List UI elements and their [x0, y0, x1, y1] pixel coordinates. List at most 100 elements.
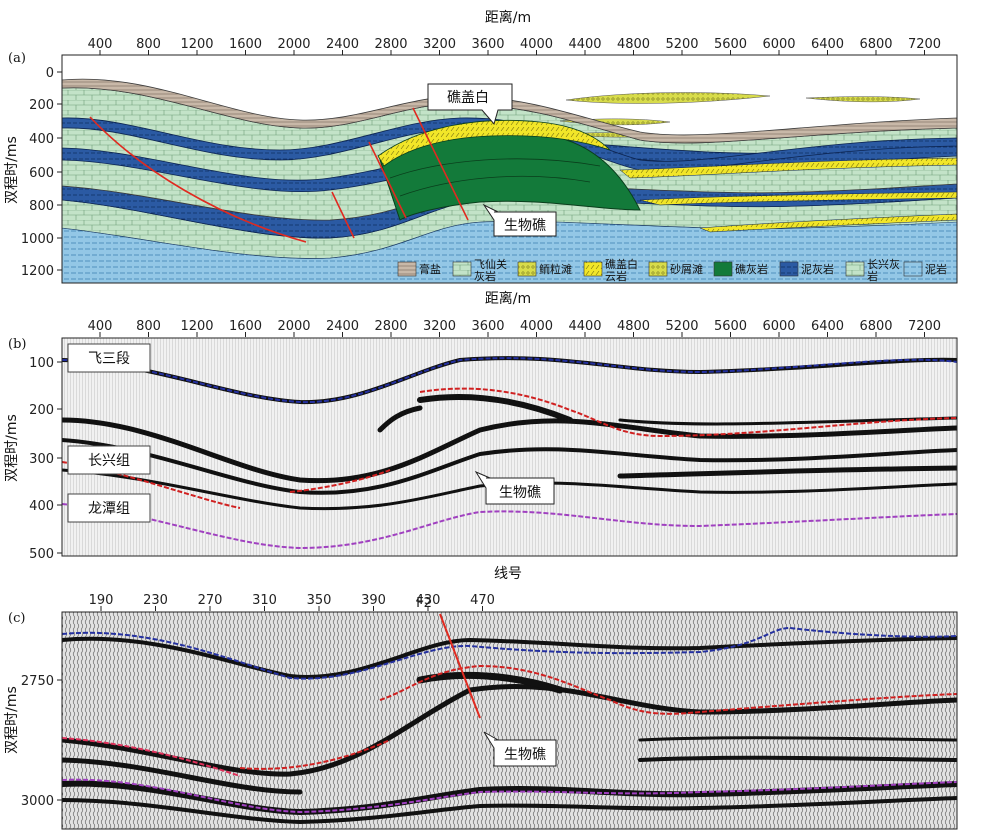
callout-bioherm-b: 生物礁	[474, 470, 555, 505]
panel-b-x-tick-label: 4400	[568, 319, 601, 334]
panel-b-x-tick-label: 6800	[859, 319, 892, 334]
panel-b-letter: (b)	[8, 337, 26, 352]
panel-c-x-tick-label: 470	[470, 593, 495, 608]
panel-b-x-tick-label: 7200	[908, 319, 941, 334]
legend-label-feixianguan: 飞仙关灰岩	[474, 257, 507, 283]
legend-swatch-mudstone	[903, 261, 923, 277]
panel-a-x-tick-label: 6400	[811, 37, 844, 52]
panel-b-y-tick-label: 500	[29, 547, 54, 562]
legend-swatch-reef	[713, 261, 733, 277]
panel-a-x-tick-label: 4400	[568, 37, 601, 52]
panel-c-frame	[61, 611, 958, 830]
legend-swatch-changxing	[845, 261, 865, 277]
panel-c: (c) 线号 双程时/ms 190 230 270 310 350 390 430 470 2…	[4, 566, 958, 830]
panel-b-top-axis-title: 距离/m	[485, 290, 531, 307]
callout-reef-cap-text: 礁盖白	[447, 90, 489, 106]
panel-b-x-tick-label: 2000	[277, 319, 310, 334]
panel-a-frame	[61, 54, 958, 284]
reef-inner-line	[399, 175, 591, 197]
panel-b-x-tick-label: 2800	[374, 319, 407, 334]
panel-b-x-tick-label: 6400	[811, 319, 844, 334]
panel-a-x-tick-label: 1200	[180, 37, 213, 52]
panel-a-x-tick-label: 2400	[326, 37, 359, 52]
callout-bioherm-a: 生物礁	[482, 203, 557, 237]
legend-label-sandbank: 砂屑滩	[670, 262, 703, 276]
panel-c-x-tick-label: 270	[198, 593, 223, 608]
panel-b-x-tick-label: 3600	[471, 319, 504, 334]
panel-a-x-tick-label: 2000	[277, 37, 310, 52]
callout-reef-cap: 礁盖白	[427, 83, 513, 126]
panel-a-y-ticks: 0 200 400 600 800 1000 1200	[21, 66, 62, 279]
panel-b-frame	[61, 337, 958, 557]
oolite-lens-2	[805, 96, 921, 103]
reef-cap-dolomite	[377, 119, 611, 167]
callout-bioherm-a-text: 生物礁	[504, 218, 546, 234]
legend-swatch-sandbank	[648, 261, 668, 277]
panel-b-y-ticks: 100 200 300 400 500	[29, 356, 62, 562]
panel-b-y-axis-title: 双程时/ms	[4, 414, 20, 482]
gypsum-top	[62, 78, 957, 144]
panel-a-x-tick-label: 3200	[423, 37, 456, 52]
panel-a-y-tick-label: 800	[29, 199, 54, 214]
reef-inner-line-2	[389, 158, 601, 179]
panel-a-y-tick-label: 1000	[21, 232, 54, 247]
panel-a-x-tick-label: 4000	[520, 37, 553, 52]
label-longtan: 龙潭组	[67, 493, 151, 523]
marl-band-top	[62, 117, 957, 172]
horizon-base-c	[62, 778, 957, 814]
fault-f2	[439, 613, 481, 719]
panel-a-x-tick-label: 1600	[229, 37, 262, 52]
label-fei3-text: 飞三段	[88, 351, 130, 367]
legend-label-mudstone: 泥岩	[925, 262, 947, 276]
legend-label-gypsum: 膏盐	[419, 262, 441, 276]
panel-a-x-tick-label: 400	[88, 37, 113, 52]
callout-bioherm-b-text: 生物礁	[499, 485, 541, 501]
callout-bioherm-c: 生物礁	[483, 731, 557, 767]
legend-swatch-oolite	[517, 261, 537, 277]
panel-b-x-tick-label: 1200	[180, 319, 213, 334]
horizon-reef-top	[419, 387, 957, 438]
panel-a-y-tick-label: 400	[29, 132, 54, 147]
panel-a-x-tick-label: 6800	[859, 37, 892, 52]
legend-label-oolite: 鲕粒滩	[539, 262, 572, 276]
horizon-changxing-2	[289, 469, 391, 493]
panel-a-y-tick-label: 200	[29, 98, 54, 113]
panel-b-x-tick-label: 800	[136, 319, 161, 334]
panel-a-x-tick-label: 800	[136, 37, 161, 52]
panel-a-y-axis-title: 双程时/ms	[4, 136, 20, 204]
panel-b-x-tick-label: 4800	[617, 319, 650, 334]
panel-c-x-tick-label: 230	[143, 593, 168, 608]
panel-b-x-tick-label: 6000	[762, 319, 795, 334]
sandbank-band-1	[619, 157, 957, 179]
panel-a-letter: (a)	[8, 51, 26, 66]
panel-b-x-tick-label: 3200	[423, 319, 456, 334]
horizon-changxing-c2	[239, 739, 391, 770]
panel-c-y-tick-label: 2750	[21, 674, 54, 689]
legend-label-marl: 泥灰岩	[801, 262, 834, 276]
panel-c-letter: (c)	[8, 611, 25, 626]
panel-b-y-tick-label: 400	[29, 499, 54, 514]
legend-swatch-gypsum	[397, 261, 417, 277]
panel-c-x-tick-label: 350	[307, 593, 332, 608]
legend-swatch-marl	[779, 261, 799, 277]
panel-c-x-tick-label: 310	[252, 593, 277, 608]
faults	[89, 107, 469, 243]
callout-bioherm-c-text: 生物礁	[504, 747, 546, 763]
panel-b-y-tick-label: 300	[29, 452, 54, 467]
panel-b-x-tick-label: 5200	[665, 319, 698, 334]
legend-swatch-feixianguan	[452, 261, 472, 277]
horizon-reef-c	[379, 664, 957, 715]
panel-a-top-axis-title: 距离/m	[485, 9, 531, 26]
panel-c-x-tick-label: 390	[361, 593, 386, 608]
panel-c-y-tick-label: 3000	[21, 794, 54, 809]
panel-b-y-tick-label: 200	[29, 403, 54, 418]
panel-b-x-ticks: 400 800 1200 1600 2000 2400 2800 3200 3600 4000 44…	[88, 319, 941, 337]
panel-c-x-tick-label: 430	[416, 593, 441, 608]
panel-b-x-tick-label: 2400	[326, 319, 359, 334]
panel-a-x-tick-label: 7200	[908, 37, 941, 52]
panel-b-y-tick-label: 100	[29, 356, 54, 371]
panel-c-y-ticks: 2750 3000	[21, 674, 62, 809]
panel-c-x-ticks: 190 230 270 310 350 390 430 470	[89, 593, 495, 611]
panel-a-x-tick-label: 5600	[714, 37, 747, 52]
legend-label-changxing: 长兴灰岩	[867, 257, 900, 283]
